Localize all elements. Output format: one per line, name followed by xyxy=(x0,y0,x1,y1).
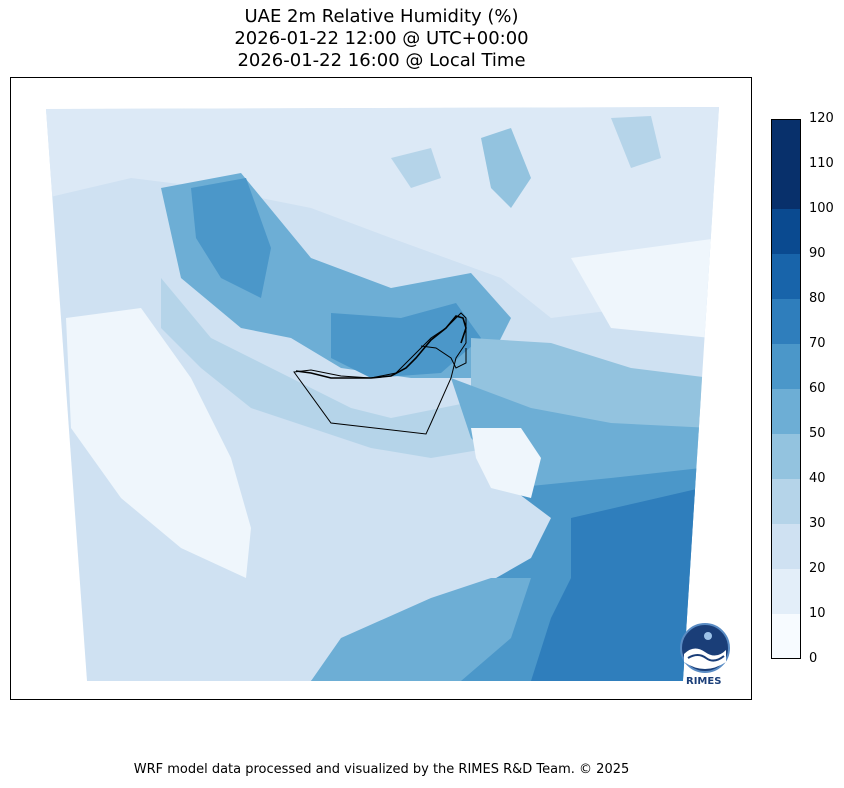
colorbar-segment xyxy=(771,119,801,164)
colorbar-segment xyxy=(771,479,801,524)
field-interior-dry xyxy=(471,428,541,498)
colorbar-tick-label: 30 xyxy=(809,516,826,531)
colorbar-tick-label: 120 xyxy=(809,111,834,126)
colorbar-segment xyxy=(771,524,801,569)
colorbar-tick-label: 10 xyxy=(809,606,826,621)
field-gulf-east-wet xyxy=(331,303,481,378)
title-line-3: 2026-01-22 16:00 @ Local Time xyxy=(237,50,526,71)
field-west-dry xyxy=(66,308,251,578)
colorbar-segment xyxy=(771,164,801,209)
colorbar-tick-label: 90 xyxy=(809,246,826,261)
colorbar-segment xyxy=(771,209,801,254)
colorbar-tick-label: 20 xyxy=(809,561,826,576)
colorbar xyxy=(771,119,801,659)
colorbar-tick-label: 80 xyxy=(809,291,826,306)
colorbar-scale xyxy=(771,119,801,659)
colorbar-tick-label: 110 xyxy=(809,156,834,171)
colorbar-segment xyxy=(771,614,801,659)
colorbar-tick-label: 70 xyxy=(809,336,826,351)
colorbar-tick-label: 0 xyxy=(809,651,818,666)
field-northeast-dry xyxy=(571,238,719,338)
chart-title: UAE 2m Relative Humidity (%) 2026-01-22 … xyxy=(0,6,763,72)
field-patch-3 xyxy=(611,116,661,168)
title-line-1: UAE 2m Relative Humidity (%) xyxy=(244,6,519,27)
map-frame xyxy=(10,77,752,700)
colorbar-tick-label: 50 xyxy=(809,426,826,441)
colorbar-segment xyxy=(771,569,801,614)
title-line-2: 2026-01-22 12:00 @ UTC+00:00 xyxy=(234,28,529,49)
colorbar-tick-label: 40 xyxy=(809,471,826,486)
field-se-very-wet xyxy=(531,488,701,681)
footer-credit: WRF model data processed and visualized … xyxy=(133,762,630,777)
field-gulf-wet xyxy=(191,178,271,298)
oman-border xyxy=(420,345,467,369)
colorbar-segment xyxy=(771,299,801,344)
colorbar-border xyxy=(771,119,801,659)
field-north-dry xyxy=(46,107,719,328)
field-patch-1 xyxy=(391,148,441,188)
field-patch-2 xyxy=(481,128,531,208)
colorbar-labels: 120 110 100 90 80 70 60 50 40 30 20 10 0 xyxy=(809,112,844,666)
colorbar-segment xyxy=(771,254,801,299)
colorbar-segment xyxy=(771,434,801,479)
field-south-humid xyxy=(311,578,531,681)
logo-icon xyxy=(680,623,730,673)
colorbar-segment xyxy=(771,344,801,389)
humidity-map xyxy=(46,107,719,681)
colorbar-tick-label: 60 xyxy=(809,381,826,396)
colorbar-segment xyxy=(771,389,801,434)
logo-text: RIMES xyxy=(686,676,722,687)
colorbar-tick-label: 100 xyxy=(809,201,834,216)
coastline xyxy=(295,315,467,379)
rimes-logo: RIMES xyxy=(678,618,740,690)
